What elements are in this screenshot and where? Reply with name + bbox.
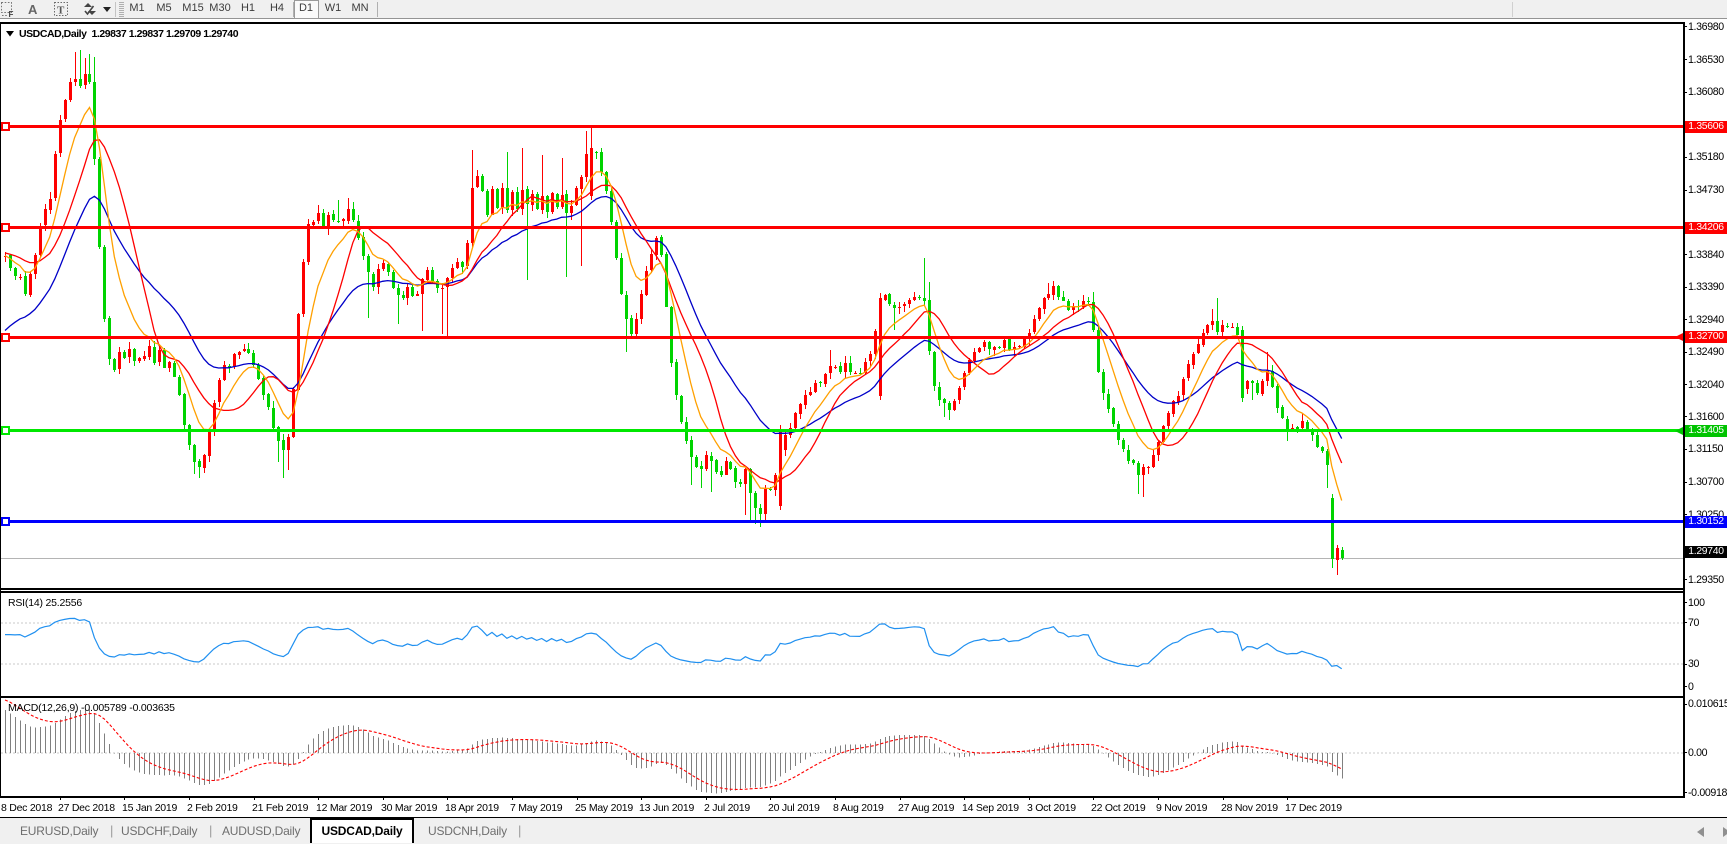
svg-text:T: T (57, 5, 65, 17)
svg-text:A: A (28, 2, 38, 17)
svg-text:F: F (9, 10, 14, 19)
